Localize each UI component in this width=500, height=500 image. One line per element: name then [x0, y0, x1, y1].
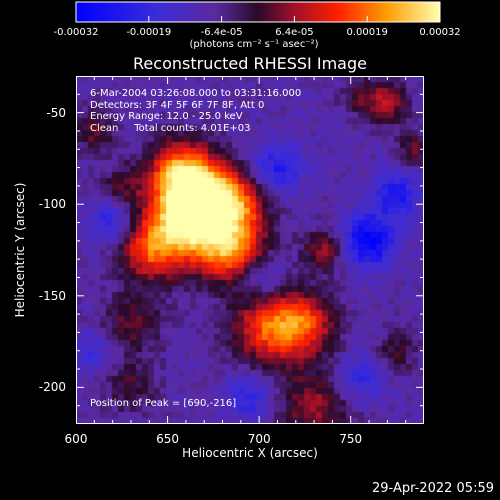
- colorbar-gradient: [75, 1, 441, 23]
- y-tick-label: -100: [38, 197, 66, 212]
- colorbar-tick-label: -6.4e-05: [200, 27, 243, 38]
- date-stamp: 29-Apr-2022 05:59: [372, 481, 494, 496]
- axes-frame: [76, 76, 424, 424]
- annotation-peak: Position of Peak = [690,-216]: [90, 398, 237, 409]
- x-tick-label: 700: [247, 432, 271, 446]
- colorbar-unit: (photons cm⁻² s⁻¹ asec⁻²): [189, 39, 319, 50]
- colorbar-tick-label: -0.00032: [53, 27, 99, 38]
- annotation-clean: Clean Total counts: 4.01E+03: [90, 122, 251, 134]
- y-tick-label: -200: [38, 380, 66, 395]
- heatmap-image: [76, 76, 424, 424]
- y-tick-label: -50: [46, 105, 66, 120]
- x-tick-label: 750: [339, 432, 363, 446]
- annotation-energy: Energy Range: 12.0 - 25.0 keV: [90, 111, 243, 122]
- annotation-detectors: Detectors: 3F 4F 5F 6F 7F 8F, Att 0: [90, 99, 265, 111]
- colorbar-tick-label: 0.00019: [346, 27, 388, 38]
- colorbar-tick-label: 0.00032: [419, 27, 461, 38]
- colorbar-tick-label: -0.00019: [126, 27, 172, 38]
- x-tick-label: 600: [64, 432, 88, 446]
- chart-title: Reconstructed RHESSI Image: [133, 54, 367, 73]
- colorbar-tick-marks: [75, 16, 441, 22]
- plot-area: 6-Mar-2004 03:26:08.000 to 03:31:16.000 …: [76, 76, 424, 424]
- colorbar: [75, 1, 441, 23]
- x-tick-label: 650: [156, 432, 180, 446]
- annotation-time: 6-Mar-2004 03:26:08.000 to 03:31:16.000: [90, 88, 302, 99]
- colorbar-tick-label: 6.4e-05: [275, 27, 314, 38]
- y-axis-label: Heliocentric Y (arcsec): [13, 182, 27, 318]
- y-tick-label: -150: [38, 288, 66, 303]
- x-axis-label: Heliocentric X (arcsec): [182, 446, 318, 460]
